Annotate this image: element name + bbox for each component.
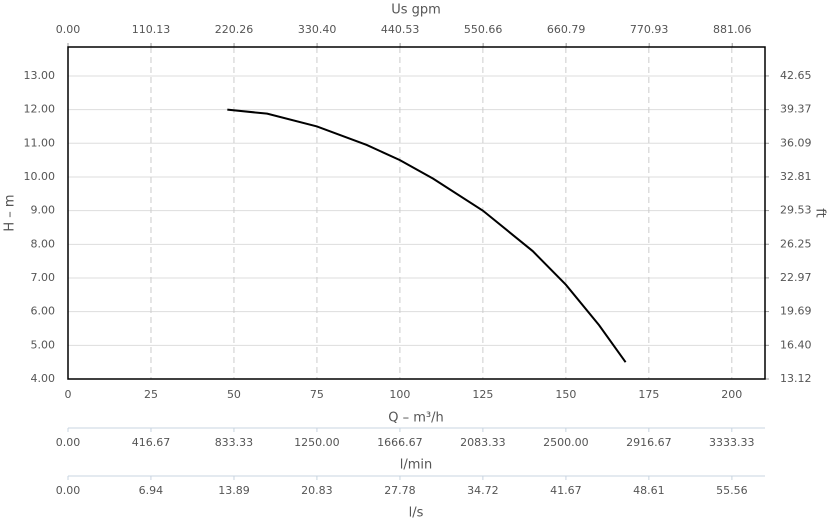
top-tick-label: 220.26 — [215, 23, 254, 36]
y2-tick-label: 26.25 — [780, 237, 812, 250]
tick-label: 2916.67 — [626, 436, 672, 449]
tick-label: 2083.33 — [460, 436, 506, 449]
y-tick-label: 6.00 — [31, 305, 56, 318]
x-axis-label: Q – m³/h — [388, 411, 444, 426]
x-tick-label: 125 — [472, 388, 493, 401]
x-tick-label: 150 — [555, 388, 576, 401]
top-tick-label: 881.06 — [713, 23, 752, 36]
y2-tick-label: 42.65 — [780, 69, 812, 82]
tick-label: 0.00 — [56, 436, 81, 449]
y2-tick-label: 39.37 — [780, 103, 812, 116]
y2-tick-label: 36.09 — [780, 136, 812, 149]
tick-label: 1250.00 — [294, 436, 340, 449]
x-tick-label: 75 — [310, 388, 324, 401]
x-tick-label: 100 — [389, 388, 410, 401]
tick-label: 27.78 — [384, 484, 416, 497]
pump-curve — [227, 108, 627, 363]
axis-label: l/s — [409, 506, 424, 521]
top-tick-label: 330.40 — [298, 23, 337, 36]
y-tick-label: 7.00 — [31, 271, 56, 284]
x-tick-label: 25 — [144, 388, 158, 401]
tick-label: 20.83 — [301, 484, 333, 497]
x-tick-label: 50 — [227, 388, 241, 401]
tick-label: 6.94 — [139, 484, 164, 497]
y-tick-label: 10.00 — [24, 170, 56, 183]
top-tick-label: 0.00 — [56, 23, 81, 36]
y-tick-label: 12.00 — [24, 103, 56, 116]
tick-label: 3333.33 — [709, 436, 755, 449]
y-tick-label: 8.00 — [31, 237, 56, 250]
tick-label: 0.00 — [56, 484, 81, 497]
top-axis-label: Us gpm — [391, 3, 441, 18]
top-tick-label: 550.66 — [464, 23, 503, 36]
tick-label: 416.67 — [132, 436, 171, 449]
top-tick-label: 440.53 — [381, 23, 420, 36]
y-tick-label: 9.00 — [31, 204, 56, 217]
tick-label: 48.61 — [633, 484, 665, 497]
x-tick-label: 175 — [638, 388, 659, 401]
y2-tick-label: 13.12 — [780, 372, 812, 385]
y2-tick-label: 22.97 — [780, 271, 812, 284]
x-tick-label: 0 — [65, 388, 72, 401]
y2-tick-label: 29.53 — [780, 204, 812, 217]
top-tick-label: 770.93 — [630, 23, 669, 36]
y-tick-label: 11.00 — [24, 136, 56, 149]
axis-label: l/min — [400, 458, 433, 473]
top-tick-label: 660.79 — [547, 23, 586, 36]
y2-tick-label: 16.40 — [780, 338, 812, 351]
tick-label: 55.56 — [716, 484, 748, 497]
y-tick-label: 13.00 — [24, 69, 56, 82]
tick-label: 833.33 — [215, 436, 254, 449]
y2-tick-label: 32.81 — [780, 170, 812, 183]
top-tick-label: 110.13 — [132, 23, 171, 36]
y-tick-label: 4.00 — [31, 372, 56, 385]
tick-label: 13.89 — [218, 484, 250, 497]
tick-label: 41.67 — [550, 484, 582, 497]
tick-label: 34.72 — [467, 484, 499, 497]
tick-label: 2500.00 — [543, 436, 589, 449]
y-axis-label: H – m — [3, 194, 18, 231]
y-tick-label: 5.00 — [31, 338, 56, 351]
x-tick-label: 200 — [721, 388, 742, 401]
y2-axis-label: ft — [813, 208, 828, 217]
tick-label: 1666.67 — [377, 436, 423, 449]
y2-tick-label: 19.69 — [780, 305, 812, 318]
plot-frame — [67, 46, 766, 380]
